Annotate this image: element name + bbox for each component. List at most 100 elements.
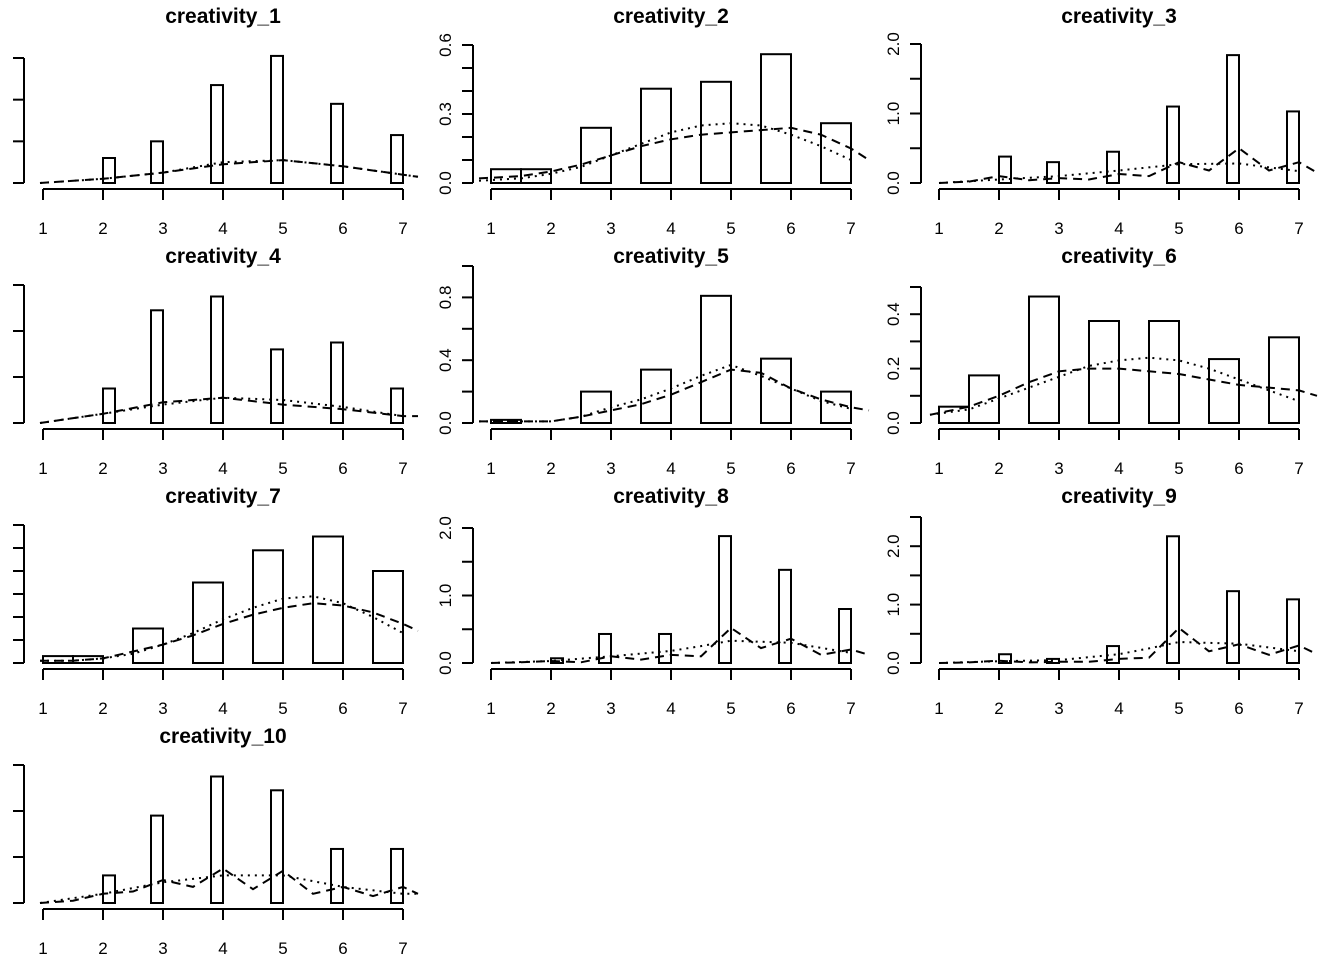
histogram-bar xyxy=(1166,105,1180,184)
density-dotted-curve xyxy=(929,356,1300,416)
histogram-bar xyxy=(1286,598,1300,664)
x-tick-label: 7 xyxy=(398,459,407,478)
x-tick-label: 5 xyxy=(278,219,287,238)
density-dotted-curve xyxy=(39,159,419,184)
histogram-bar xyxy=(760,53,792,185)
x-tick-label: 3 xyxy=(158,219,167,238)
histogram-bar xyxy=(270,789,284,904)
histogram-bar xyxy=(838,608,852,664)
x-tick-label: 3 xyxy=(606,219,615,238)
y-tick-label: 0.3 xyxy=(436,102,455,126)
histogram-bar xyxy=(1028,295,1060,424)
density-dashed-curve xyxy=(938,626,1318,664)
panel-creativity_8: creativity_8 0.0 1.0 2.0 1 2 3 4 5 6 7 xyxy=(436,485,870,718)
histogram-bar xyxy=(150,309,164,424)
x-tick-label: 6 xyxy=(786,459,795,478)
panel-creativity_5: creativity_5 0.0 0.4 0.8 1 2 3 4 5 6 7 xyxy=(436,245,870,478)
histogram-bar xyxy=(270,348,284,424)
x-tick-label: 2 xyxy=(546,459,555,478)
x-tick-label: 7 xyxy=(1294,459,1303,478)
panel-creativity_1: creativity_1 1 2 3 4 5 6 7 xyxy=(13,5,419,238)
panel-title: creativity_2 xyxy=(613,5,729,28)
x-tick-label: 6 xyxy=(1234,219,1243,238)
x-tick-label: 1 xyxy=(38,939,47,958)
y-tick-label: 0.0 xyxy=(884,651,903,675)
panel-title: creativity_9 xyxy=(1061,485,1177,508)
y-tick-label: 1.0 xyxy=(436,584,455,608)
y-tick-label: 1.0 xyxy=(884,593,903,617)
x-tick-label: 3 xyxy=(1054,219,1063,238)
x-tick-label: 7 xyxy=(846,699,855,718)
x-tick-label: 2 xyxy=(994,459,1003,478)
density-dashed-curve xyxy=(938,147,1318,184)
x-tick-label: 6 xyxy=(1234,459,1243,478)
y-tick-label: 2.0 xyxy=(884,32,903,56)
histogram-bar xyxy=(820,122,852,184)
x-tick-label: 2 xyxy=(98,459,107,478)
x-tick-label: 5 xyxy=(1174,219,1183,238)
histogram-bar xyxy=(938,405,970,424)
x-tick-label: 4 xyxy=(1114,459,1123,478)
histogram-bar xyxy=(820,390,852,425)
x-tick-label: 6 xyxy=(1234,699,1243,718)
x-tick-label: 4 xyxy=(218,459,227,478)
density-dotted-curve xyxy=(479,363,852,423)
x-tick-label: 2 xyxy=(98,219,107,238)
histogram-bar xyxy=(390,134,404,184)
x-tick-label: 3 xyxy=(158,459,167,478)
histogram-bar xyxy=(132,627,164,664)
x-tick-label: 7 xyxy=(398,219,407,238)
histogram-bar xyxy=(640,368,672,424)
x-tick-label: 5 xyxy=(278,939,287,958)
density-dotted-curve xyxy=(938,640,1300,664)
histogram-bar xyxy=(390,847,404,905)
x-tick-label: 5 xyxy=(726,459,735,478)
density-dotted-curve xyxy=(490,639,852,664)
density-dashed-curve xyxy=(479,368,870,423)
histogram-bar xyxy=(150,814,164,904)
histogram-bar xyxy=(658,632,672,664)
y-tick-label: 0.0 xyxy=(884,411,903,435)
histogram-bar xyxy=(150,140,164,184)
histogram-bar xyxy=(1226,590,1240,665)
x-tick-label: 2 xyxy=(98,939,107,958)
y-tick-label: 2.0 xyxy=(436,516,455,540)
x-tick-label: 5 xyxy=(278,459,287,478)
x-tick-label: 7 xyxy=(398,699,407,718)
density-dashed-curve xyxy=(39,159,419,184)
histogram-bar xyxy=(1208,358,1240,424)
histogram-bar xyxy=(760,357,792,425)
panel-creativity_9: creativity_9 0.0 1.0 2.0 1 2 3 4 5 6 7 xyxy=(884,485,1318,718)
x-tick-label: 1 xyxy=(486,699,495,718)
density-dotted-curve xyxy=(40,595,404,662)
histogram-bar xyxy=(390,387,404,424)
y-tick-label: 0.0 xyxy=(436,171,455,195)
histogram-bar xyxy=(998,653,1012,664)
y-tick-label: 0.0 xyxy=(436,651,455,675)
histogram-bar xyxy=(210,84,224,184)
histogram-bar xyxy=(778,568,792,664)
x-tick-label: 6 xyxy=(338,219,347,238)
histogram-bar xyxy=(270,54,284,185)
y-tick-label: 0.6 xyxy=(436,33,455,57)
density-dashed-curve xyxy=(929,367,1318,416)
x-tick-label: 7 xyxy=(846,459,855,478)
x-tick-label: 2 xyxy=(994,219,1003,238)
x-tick-label: 6 xyxy=(338,459,347,478)
panel-title: creativity_6 xyxy=(1061,245,1177,268)
histogram-bar xyxy=(1268,336,1300,425)
histogram-bar xyxy=(252,549,284,664)
histogram-bar xyxy=(192,581,224,664)
x-tick-label: 7 xyxy=(398,939,407,958)
y-tick-label: 0.8 xyxy=(436,286,455,310)
x-tick-label: 5 xyxy=(1174,459,1183,478)
panel-creativity_4: creativity_4 1 2 3 4 5 6 7 xyxy=(13,245,418,478)
panel-title: creativity_5 xyxy=(613,245,729,268)
x-tick-label: 1 xyxy=(934,219,943,238)
panel-title: creativity_7 xyxy=(165,485,281,508)
histogram-bar xyxy=(580,390,612,425)
x-tick-label: 7 xyxy=(1294,219,1303,238)
x-tick-label: 1 xyxy=(486,459,495,478)
panel-creativity_7: creativity_7 1 2 3 4 5 6 7 xyxy=(13,485,419,718)
histogram-bar xyxy=(330,102,344,184)
